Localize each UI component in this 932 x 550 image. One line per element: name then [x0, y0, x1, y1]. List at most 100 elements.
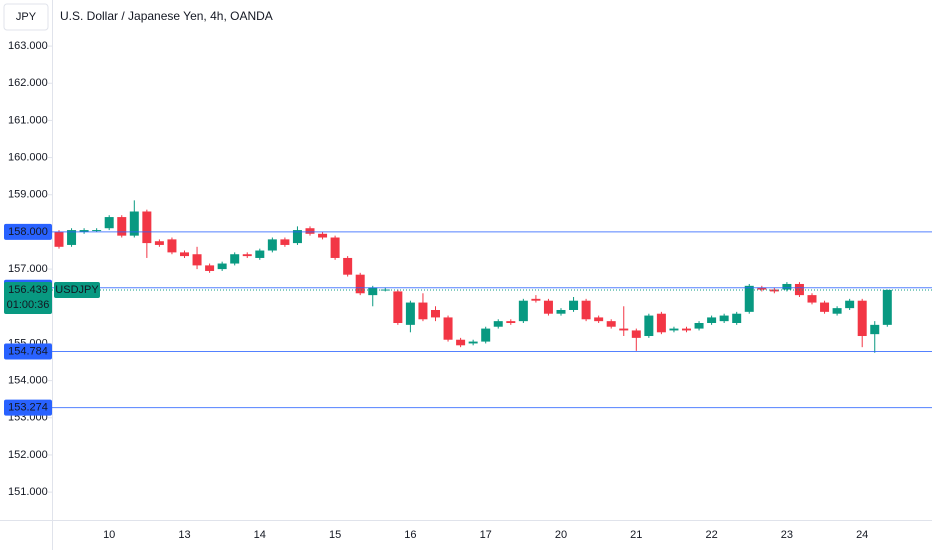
x-tick-label: 10	[103, 529, 115, 541]
y-tick-label: 157.000	[8, 263, 48, 275]
symbol-tag	[54, 281, 100, 298]
x-tick-label: 20	[555, 529, 567, 541]
y-tick-label: 161.000	[8, 114, 48, 126]
candle-body	[556, 309, 566, 314]
symbol-tag-label: USDJPY	[55, 284, 99, 296]
candle-body	[694, 323, 704, 329]
candle-body	[154, 241, 164, 245]
candle-body	[757, 287, 767, 290]
candle-body	[581, 300, 591, 320]
candle-body	[782, 283, 792, 290]
candle-body	[92, 230, 102, 232]
countdown: 01:00:36	[7, 299, 50, 311]
candle-body	[318, 233, 328, 238]
symbol-box[interactable]	[3, 3, 49, 31]
x-tick-label: 17	[480, 529, 492, 541]
candle-body	[292, 230, 302, 244]
candle-body	[280, 239, 290, 245]
candle-body	[531, 298, 541, 301]
candle-body	[217, 263, 227, 270]
candle-body	[54, 231, 64, 247]
y-tick-label: 159.000	[8, 189, 48, 201]
candle-body	[305, 228, 315, 234]
y-tick-label: 160.000	[8, 152, 48, 164]
price-label-box	[4, 223, 52, 240]
y-tick-label: 154.000	[8, 375, 48, 387]
last-price-box	[4, 281, 52, 314]
candle-body	[631, 330, 641, 338]
x-tick-label: 24	[856, 529, 868, 541]
symbol-label: JPY	[16, 11, 37, 23]
candle-body	[192, 254, 202, 266]
x-tick-label: 15	[329, 529, 341, 541]
candle-body	[418, 302, 428, 320]
last-price-label: 156.439	[8, 284, 48, 296]
candle-body	[682, 328, 691, 331]
candle-body	[230, 254, 240, 264]
x-tick-label: 13	[178, 529, 190, 541]
candle-body	[355, 274, 365, 294]
candle-body	[569, 300, 579, 310]
y-tick-label: 152.000	[8, 449, 48, 461]
candle-body	[882, 289, 892, 325]
y-tick-label: 163.000	[8, 40, 48, 52]
price-label: 158.000	[8, 226, 48, 238]
candle-body	[129, 211, 139, 236]
candle-body	[606, 321, 616, 327]
candle-body	[769, 289, 779, 292]
candle-body	[832, 308, 842, 314]
candle-body	[330, 237, 340, 258]
y-tick-label: 151.000	[8, 486, 48, 498]
y-tick-label: 162.000	[8, 77, 48, 89]
candle-body	[67, 230, 77, 245]
candle-body	[405, 302, 415, 325]
candle-body	[669, 328, 679, 331]
candle-body	[79, 230, 89, 232]
price-label: 154.784	[8, 345, 48, 357]
x-tick-label: 16	[404, 529, 416, 541]
x-tick-label: 21	[630, 529, 642, 541]
candle-body	[343, 257, 353, 275]
candle-body	[543, 300, 553, 314]
candle-body	[506, 321, 516, 324]
candle-body	[644, 315, 654, 337]
price-label-box	[4, 343, 52, 360]
candle-body	[619, 328, 629, 331]
candle-body	[656, 313, 666, 333]
candle-body	[468, 341, 478, 344]
candle-body	[104, 217, 114, 229]
candle-body	[732, 313, 742, 324]
candle-body	[594, 317, 604, 322]
x-tick-label: 14	[254, 529, 266, 541]
candle-body	[205, 265, 215, 271]
candle-body	[142, 211, 152, 244]
candle-body	[431, 309, 440, 318]
candle-body	[368, 287, 378, 296]
candle-body	[456, 339, 466, 346]
candle-body	[719, 315, 729, 322]
price-label-box	[4, 399, 52, 416]
candle-body	[117, 217, 127, 236]
candle-body	[857, 300, 867, 337]
candle-body	[807, 295, 817, 303]
candle-body	[518, 300, 528, 322]
candle-body	[744, 285, 754, 312]
candle-body	[242, 254, 252, 257]
x-tick-label: 22	[705, 529, 717, 541]
x-tick-label: 23	[781, 529, 793, 541]
candle-body	[820, 302, 830, 312]
candle-body	[393, 291, 403, 324]
candle-body	[707, 317, 717, 324]
candle-body	[180, 252, 189, 257]
candle-body	[845, 300, 855, 309]
candle-body	[493, 321, 503, 327]
candle-body	[267, 239, 277, 251]
chart-title: U.S. Dollar / Japanese Yen, 4h, OANDA	[60, 9, 273, 23]
candle-body	[443, 317, 453, 340]
candle-body	[870, 324, 880, 335]
candle-body	[255, 250, 265, 258]
candle-body	[167, 239, 177, 253]
price-label: 153.274	[8, 402, 48, 414]
